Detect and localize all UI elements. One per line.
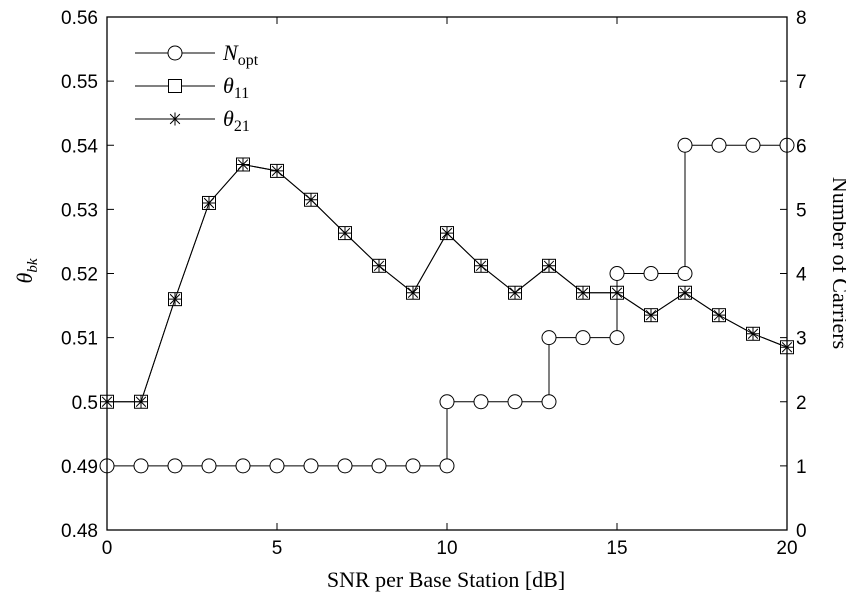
legend-label-nopt: Nopt bbox=[222, 40, 259, 69]
legend-marker-nopt bbox=[167, 45, 183, 61]
series-theta11 bbox=[100, 157, 794, 409]
left-y-tick-label: 0.55 bbox=[61, 72, 98, 93]
right-y-tick-label: 0 bbox=[796, 521, 807, 542]
right-y-axis-title: Number of Carriers bbox=[828, 177, 846, 349]
data-point-nopt bbox=[405, 458, 421, 474]
data-point-theta21 bbox=[542, 259, 556, 273]
data-point-theta21 bbox=[236, 157, 250, 171]
data-point-nopt bbox=[541, 394, 557, 410]
left-y-tick-label: 0.54 bbox=[61, 136, 98, 157]
legend-label-theta11: θ11 bbox=[223, 73, 249, 102]
x-tick-label: 15 bbox=[606, 538, 627, 559]
x-axis-ticks: 0 5 10 15 20 bbox=[102, 17, 798, 559]
left-y-tick-label: 0.49 bbox=[61, 457, 98, 478]
right-y-tick-label: 8 bbox=[796, 8, 807, 29]
x-tick-label: 20 bbox=[776, 538, 797, 559]
data-point-nopt bbox=[575, 330, 591, 346]
series-layer bbox=[99, 137, 795, 474]
data-point-nopt bbox=[677, 137, 693, 153]
left-y-tick-label: 0.52 bbox=[61, 265, 98, 286]
x-axis-title: SNR per Base Station [dB] bbox=[327, 567, 565, 592]
left-y-tick-label: 0.56 bbox=[61, 8, 98, 29]
left-y-axis-title: θbk bbox=[12, 258, 41, 283]
series-line-nopt bbox=[107, 144, 787, 467]
data-point-nopt bbox=[337, 458, 353, 474]
data-point-theta21 bbox=[474, 259, 488, 273]
legend-marker-theta11 bbox=[168, 79, 182, 93]
left-y-tick-label: 0.48 bbox=[61, 521, 98, 542]
data-point-nopt bbox=[745, 137, 761, 153]
data-point-theta21 bbox=[304, 193, 318, 207]
data-point-nopt bbox=[609, 266, 625, 281]
left-y-tick-label: 0.51 bbox=[61, 329, 98, 350]
data-point-nopt bbox=[609, 330, 625, 346]
data-point-nopt bbox=[201, 458, 217, 474]
left-y-tick-label: 0.5 bbox=[72, 393, 98, 414]
left-y-tick-label: 0.53 bbox=[61, 200, 98, 221]
data-point-nopt bbox=[303, 458, 319, 474]
legend-label-theta21: θ21 bbox=[223, 106, 250, 135]
x-tick-label: 10 bbox=[436, 538, 457, 559]
legend-label-sub: opt bbox=[238, 52, 259, 69]
data-point-theta21 bbox=[270, 164, 284, 178]
right-y-tick-label: 3 bbox=[796, 329, 807, 350]
data-point-theta21 bbox=[168, 292, 182, 306]
data-point-theta21 bbox=[406, 286, 420, 300]
data-point-nopt bbox=[439, 394, 455, 410]
data-point-nopt bbox=[269, 458, 285, 474]
data-point-nopt bbox=[507, 394, 523, 410]
right-y-tick-label: 7 bbox=[796, 72, 807, 93]
data-point-nopt bbox=[711, 137, 727, 153]
data-point-nopt bbox=[439, 458, 455, 474]
right-y-tick-label: 1 bbox=[796, 457, 807, 478]
left-y-axis-title-sub: bk bbox=[25, 258, 41, 273]
data-point-theta21 bbox=[746, 327, 760, 341]
legend-label-main: N bbox=[222, 40, 239, 65]
x-tick-label: 5 bbox=[272, 538, 283, 559]
data-point-theta21 bbox=[576, 286, 590, 300]
data-point-theta21 bbox=[610, 286, 624, 300]
data-point-theta21 bbox=[508, 286, 522, 300]
data-point-theta21 bbox=[202, 196, 216, 210]
data-point-theta21 bbox=[440, 226, 454, 240]
x-tick-label: 0 bbox=[102, 538, 113, 559]
data-point-theta21 bbox=[134, 395, 148, 409]
legend-label-sub: 11 bbox=[234, 85, 249, 102]
data-point-theta21 bbox=[644, 308, 658, 322]
data-point-theta21 bbox=[712, 308, 726, 322]
data-point-nopt bbox=[677, 266, 693, 281]
series-nopt bbox=[99, 137, 795, 474]
data-point-nopt bbox=[643, 266, 659, 281]
data-point-nopt bbox=[133, 458, 149, 474]
left-y-axis-ticks: 0.48 0.49 0.5 0.51 0.52 0.53 0.54 0.55 0.56 bbox=[61, 8, 114, 542]
data-point-theta21 bbox=[372, 259, 386, 273]
legend-label-sub: 21 bbox=[234, 118, 250, 135]
data-point-nopt bbox=[371, 458, 387, 474]
legend-marker-theta21 bbox=[168, 112, 182, 126]
legend-label-main: θ bbox=[223, 106, 234, 131]
data-point-nopt bbox=[235, 458, 251, 474]
data-point-nopt bbox=[541, 330, 557, 346]
legend-label-main: θ bbox=[223, 73, 234, 98]
plot-frame bbox=[106, 16, 788, 531]
right-y-tick-label: 5 bbox=[796, 200, 807, 221]
data-point-nopt bbox=[167, 458, 183, 474]
right-y-tick-label: 6 bbox=[796, 136, 807, 157]
data-point-theta21 bbox=[678, 286, 692, 300]
right-y-tick-label: 2 bbox=[796, 393, 807, 414]
series-theta21 bbox=[100, 157, 794, 409]
right-y-tick-label: 4 bbox=[796, 265, 807, 286]
left-y-axis-title-main: θ bbox=[12, 272, 37, 283]
data-point-theta21 bbox=[338, 226, 352, 240]
data-point-nopt bbox=[473, 394, 489, 410]
right-y-axis-ticks: 0 1 2 3 4 5 6 7 8 bbox=[780, 8, 807, 542]
